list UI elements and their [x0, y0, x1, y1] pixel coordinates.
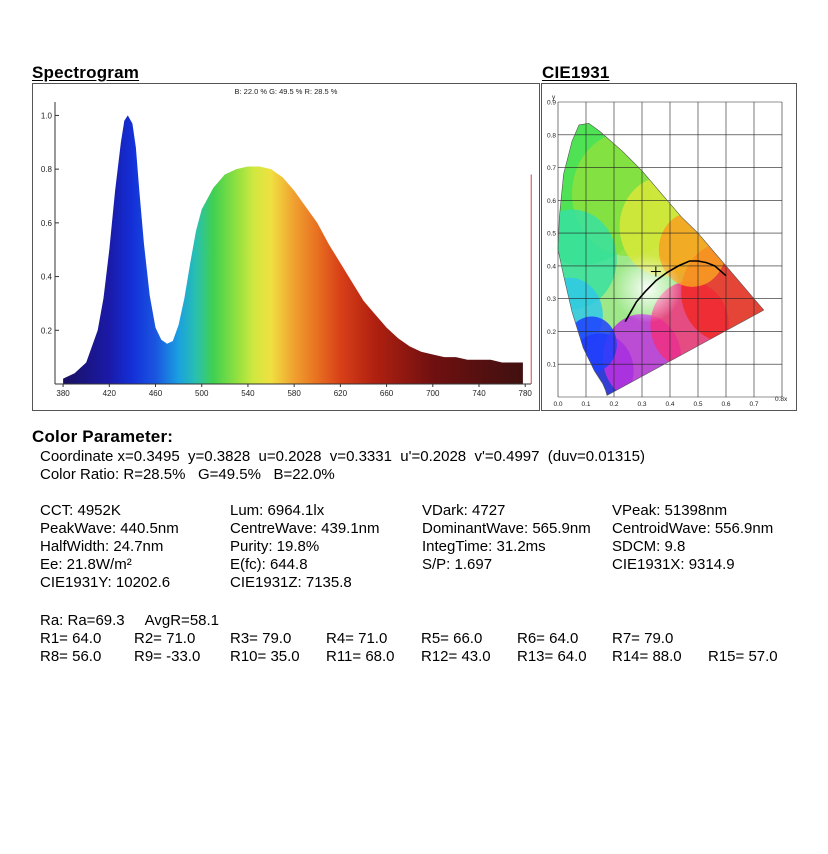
- parameter-cell: Purity: 19.8%: [230, 538, 320, 555]
- r-value: R6= 64.0: [517, 630, 579, 647]
- cie-y-tick-label: 0.4: [547, 263, 556, 270]
- cie-x-tick-label: 0.4: [665, 401, 674, 408]
- cie-y-tick-label: 0.2: [547, 329, 556, 336]
- spectrogram-panel: 380 420 460 500 540 580 620 660 700 740 780 0.2 0.4 0…: [32, 83, 540, 411]
- x-tick-label: 740: [472, 389, 486, 398]
- cie-y-tick-label: 0.3: [547, 296, 556, 303]
- planckian-locus: [624, 260, 727, 322]
- x-tick-label: 540: [241, 389, 255, 398]
- r-value: R5= 66.0: [421, 630, 483, 647]
- parameter-cell: PeakWave: 440.5nm: [40, 520, 179, 537]
- r-value: R2= 71.0: [134, 630, 196, 647]
- cie1931-title: CIE1931: [542, 63, 610, 82]
- color-ratio-line: Color Ratio: R=28.5% G=49.5% B=22.0%: [40, 466, 335, 483]
- spectrogram-title: Spectrogram: [32, 63, 140, 82]
- x-tick-label: 700: [426, 389, 440, 398]
- cie-x-unit-label: 0.8x: [775, 396, 788, 403]
- parameter-cell: HalfWidth: 24.7nm: [40, 538, 164, 555]
- color-ratio-label: B: 22.0 % G: 49.5 % R: 28.5 %: [235, 87, 338, 96]
- parameter-cell: VPeak: 51398nm: [612, 502, 728, 519]
- cie-x-tick-label: 0.1: [581, 401, 590, 408]
- y-tick-label: 0.2: [41, 326, 53, 335]
- r-value: R11= 68.0: [326, 648, 395, 665]
- spectrogram-chart: 380 420 460 500 540 580 620 660 700 740 780 0.2 0.4 0…: [41, 87, 533, 398]
- cie-y-tick-label: 0.6: [547, 198, 556, 205]
- cie-y-tick-label: 0.9: [547, 100, 556, 107]
- cie-y-tick-label: 0.1: [547, 362, 556, 369]
- parameter-cell: SDCM: 9.8: [612, 538, 686, 555]
- parameter-cell: Lum: 6964.1lx: [230, 502, 325, 519]
- parameter-cell: CIE1931Y: 10202.6: [40, 574, 171, 591]
- parameter-cell: CentreWave: 439.1nm: [230, 520, 380, 537]
- r-value: R13= 64.0: [517, 648, 587, 665]
- r-value: R8= 56.0: [40, 648, 102, 665]
- ra-line: Ra: Ra=69.3 AvgR=58.1: [40, 612, 220, 629]
- parameter-cell: Ee: 21.8W/m²: [40, 556, 132, 573]
- cie1931-panel: 0.0 0.1 0.2 0.3 0.4 0.5 0.6 0.7 0.1 0.2 0.3 0.4 0.5 0…: [541, 83, 797, 411]
- y-tick-label: 1.0: [41, 111, 53, 120]
- r-value: R3= 79.0: [230, 630, 292, 647]
- r-value: R1= 64.0: [40, 630, 102, 647]
- parameter-cell: CIE1931X: 9314.9: [612, 556, 735, 573]
- color-parameter-title: Color Parameter:: [32, 427, 174, 446]
- x-tick-label: 460: [149, 389, 163, 398]
- x-tick-label: 500: [195, 389, 209, 398]
- r-value: R12= 43.0: [421, 648, 491, 665]
- parameter-cell: IntegTime: 31.2ms: [422, 538, 546, 555]
- x-tick-label: 380: [56, 389, 70, 398]
- spectrum-area: [63, 115, 523, 385]
- cie-y-axis-label: y: [552, 94, 556, 101]
- y-tick-label: 0.4: [41, 273, 53, 282]
- cie-x-tick-label: 0.7: [749, 401, 758, 408]
- coordinate-line: Coordinate x=0.3495 y=0.3828 u=0.2028 v=…: [40, 448, 645, 465]
- r-value: R9= -33.0: [134, 648, 201, 665]
- cie1931-chart: 0.0 0.1 0.2 0.3 0.4 0.5 0.6 0.7 0.1 0.2 0.3 0.4 0.5 0…: [547, 94, 788, 408]
- cie-y-tick-label: 0.8: [547, 132, 556, 139]
- x-tick-label: 620: [334, 389, 348, 398]
- cie-y-tick-label: 0.7: [547, 165, 556, 172]
- cie-x-tick-label: 0.2: [609, 401, 618, 408]
- parameter-cell: VDark: 4727: [422, 502, 506, 519]
- x-tick-label: 660: [380, 389, 394, 398]
- cie-x-tick-label: 0.6: [721, 401, 730, 408]
- x-tick-label: 580: [287, 389, 301, 398]
- parameter-cell: S/P: 1.697: [422, 556, 493, 573]
- r-value: R15= 57.0: [708, 648, 778, 665]
- r-value: R10= 35.0: [230, 648, 300, 665]
- y-tick-label: 0.8: [41, 165, 53, 174]
- parameter-cell: E(fc): 644.8: [230, 556, 308, 573]
- cie-x-tick-label: 0.0: [553, 401, 562, 408]
- spectral-locus: [557, 122, 765, 396]
- cie-y-tick-label: 0.5: [547, 231, 556, 238]
- parameter-cell: CentroidWave: 556.9nm: [612, 520, 774, 537]
- parameter-cell: CCT: 4952K: [40, 502, 121, 519]
- cie-x-tick-label: 0.5: [693, 401, 702, 408]
- r-value: R7= 79.0: [612, 630, 674, 647]
- r-value: R4= 71.0: [326, 630, 388, 647]
- y-tick-label: 0.6: [41, 219, 53, 228]
- x-tick-label: 420: [103, 389, 117, 398]
- cie-x-tick-label: 0.3: [637, 401, 646, 408]
- parameter-cell: DominantWave: 565.9nm: [422, 520, 591, 537]
- parameter-cell: CIE1931Z: 7135.8: [230, 574, 352, 591]
- x-tick-label: 780: [519, 389, 533, 398]
- r-value: R14= 88.0: [612, 648, 682, 665]
